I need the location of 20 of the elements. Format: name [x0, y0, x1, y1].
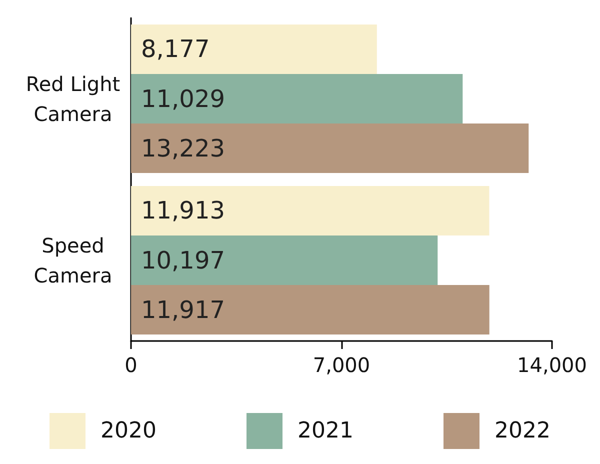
bar: [131, 186, 490, 236]
bar: [131, 74, 463, 124]
y-tick-label: Red Light Camera: [26, 72, 120, 126]
bar: [131, 285, 490, 335]
data-label: 8,177: [141, 35, 210, 64]
bar: [131, 235, 438, 286]
legend-label: 2020: [100, 418, 157, 444]
data-label: 11,913: [141, 196, 225, 225]
legend-label: 2022: [494, 418, 550, 444]
bar: [131, 124, 529, 174]
bar: [131, 24, 377, 74]
data-label: 11,029: [141, 84, 225, 113]
data-label: 11,917: [141, 296, 225, 324]
x-tick-label: 0: [124, 353, 138, 377]
legend-label: 2021: [298, 418, 354, 444]
x-tick-label: 14,000: [517, 353, 587, 377]
data-label: 13,223: [141, 134, 225, 162]
data-label: 10,197: [141, 246, 225, 274]
y-tick-label: Speed Camera: [34, 233, 112, 288]
x-tick-label: 7,000: [312, 353, 370, 377]
